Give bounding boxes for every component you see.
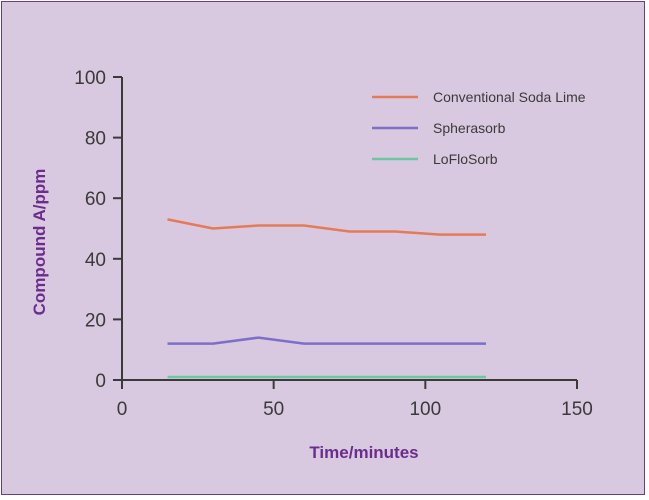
x-tick-label: 150 xyxy=(561,399,593,420)
x-axis-title: Time/minutes xyxy=(309,443,418,462)
y-axis: 0 20 40 60 80 100 xyxy=(74,68,123,392)
legend: Conventional Soda Lime Spherasorb LoFloSor… xyxy=(372,89,586,167)
y-tick-label: 0 xyxy=(95,371,106,392)
x-tick-label: 50 xyxy=(263,399,284,420)
legend-label-loflosorb: LoFloSorb xyxy=(433,151,498,167)
y-axis-title: Compound A/ppm xyxy=(30,169,49,316)
y-tick-label: 60 xyxy=(85,189,106,210)
y-tick-label: 40 xyxy=(85,250,106,271)
legend-label-spherasorb: Spherasorb xyxy=(433,120,506,136)
y-tick-label: 100 xyxy=(74,68,106,89)
series-layer xyxy=(167,218,486,379)
x-tick-label: 100 xyxy=(409,399,441,420)
series-line-conventional-soda-lime xyxy=(167,218,486,236)
x-tick-label: 0 xyxy=(117,399,128,420)
y-tick-label: 20 xyxy=(85,310,106,331)
y-tick-label: 80 xyxy=(85,129,106,150)
legend-label-conventional-soda-lime: Conventional Soda Lime xyxy=(433,89,586,105)
x-axis: 0 50 100 150 xyxy=(117,379,593,420)
series-line-spherasorb xyxy=(167,336,486,345)
